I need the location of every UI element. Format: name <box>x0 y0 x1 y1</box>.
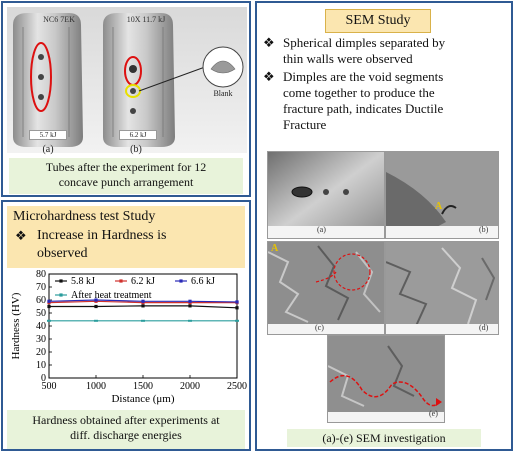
sem-marker-a: A <box>435 201 443 212</box>
sem-bullet1-line2: thin walls were observed <box>283 51 413 66</box>
y-tick-label: 40 <box>36 321 46 332</box>
legend-marker <box>59 279 63 283</box>
y-tick-label: 60 <box>36 295 46 306</box>
sem-title: SEM Study <box>345 13 411 28</box>
sem-label-e: (e) <box>429 409 438 418</box>
hardness-caption-line1: Hardness obtained after experiments at <box>32 413 220 427</box>
hardness-caption: Hardness obtained after experiments at d… <box>7 410 245 449</box>
y-tick-label: 20 <box>36 347 46 358</box>
series-point <box>188 299 192 303</box>
tube-b <box>103 13 175 147</box>
sem-caption: (a)-(e) SEM investigation <box>287 429 481 447</box>
series-point <box>141 299 145 303</box>
sem-image-d <box>385 241 499 335</box>
series-point <box>188 304 192 308</box>
sem-label-d: (d) <box>479 323 489 332</box>
series-point <box>94 304 98 309</box>
legend-marker <box>179 279 183 283</box>
tube-a-label: (a) <box>42 144 54 155</box>
sem-bullet2-line1: Dimples are the void segments <box>283 69 444 84</box>
y-tick-label: 30 <box>36 334 46 345</box>
hardness-bullet-line2: observed <box>37 246 88 261</box>
blank-sample <box>138 46 244 92</box>
series-point <box>235 300 239 304</box>
hardness-bullet-icon: ❖ <box>15 228 27 243</box>
tubes-photo <box>7 7 247 153</box>
y-tick-label: 10 <box>36 360 46 371</box>
sem-bullet1-icon: ❖ <box>263 35 275 50</box>
tubes-caption-line1: Tubes after the experiment for 12 <box>45 160 207 174</box>
hardness-caption-line2: diff. discharge energies <box>70 428 182 442</box>
blank-label: Blank <box>213 89 233 98</box>
sem-bullet2-icon: ❖ <box>263 69 275 84</box>
hardness-chart: 0 10 20 30 40 50 60 70 80 500 1000 1500 2000 2500 Dist… <box>10 270 247 405</box>
sem-bullet1-line1: Spherical dimples separated by <box>283 35 446 50</box>
legend-marker <box>119 279 123 283</box>
legend-label: After heat treatment <box>71 290 152 301</box>
y-tick-label: 80 <box>36 270 46 280</box>
tube-a-energy-tag: 5.7 kJ <box>29 130 67 140</box>
legend-label: 5.8 kJ <box>71 276 95 287</box>
x-tick-label: 2500 <box>227 381 247 392</box>
sem-image-c <box>267 241 385 335</box>
y-tick-label: 50 <box>36 308 46 319</box>
tubes-caption-line2: concave punch arrangement <box>58 175 194 189</box>
sem-panel: SEM Study ❖ Spherical dimples separated … <box>255 1 513 451</box>
y-tick-label: 70 <box>36 282 46 293</box>
hardness-bullet-line1: Increase in Hardness is <box>37 228 167 243</box>
series-point <box>47 299 51 303</box>
sem-label-c: (c) <box>315 323 324 332</box>
sem-title-box: SEM Study <box>325 9 431 33</box>
sem-bullet2-line4: Fracture <box>283 117 327 132</box>
y-axis-label: Hardness (HV) <box>10 292 22 359</box>
legend-label: 6.2 kJ <box>131 276 155 287</box>
series-point <box>47 304 51 309</box>
x-tick-label: 500 <box>42 381 57 392</box>
hardness-header: Microhardness test Study ❖ Increase in H… <box>7 206 245 268</box>
x-tick-label: 1000 <box>86 381 106 392</box>
sem-image-a <box>267 151 385 239</box>
hardness-panel: Microhardness test Study ❖ Increase in H… <box>1 200 251 451</box>
tube-b-label: (b) <box>130 144 142 155</box>
sem-marker-c: A <box>271 243 279 254</box>
x-axis-label: Distance (μm) <box>111 393 174 405</box>
x-tick-label: 2000 <box>180 381 200 392</box>
series-point <box>141 304 145 308</box>
legend-label: 6.6 kJ <box>191 276 215 287</box>
tube-b-handwriting: 10X 11.7 kJ <box>126 15 166 24</box>
tube-b-energy-tag: 6.2 kJ <box>119 130 157 140</box>
tube-a-handwriting: NC6 7EK <box>43 15 75 24</box>
series-point <box>94 298 98 302</box>
x-tick-label: 1500 <box>133 381 153 392</box>
tubes-panel: NC6 7EK 10X 11.7 kJ 5.7 kJ 6.2 kJ Blank … <box>1 1 251 197</box>
tube-a <box>13 13 83 147</box>
sem-bullet2-line3: fracture path, indicates Ductile <box>283 101 444 116</box>
sem-label-b: (b) <box>479 225 489 234</box>
tubes-caption: Tubes after the experiment for 12 concav… <box>9 158 243 194</box>
sem-image-b <box>385 151 499 239</box>
legend-marker <box>59 293 63 297</box>
sem-image-e <box>327 335 445 423</box>
sem-label-a: (a) <box>317 225 326 234</box>
hardness-title: Microhardness test Study <box>13 209 156 224</box>
sem-bullet2-line2: come together to produce the <box>283 85 435 100</box>
series-point <box>235 306 239 310</box>
y-tick-label: 0 <box>41 373 46 384</box>
